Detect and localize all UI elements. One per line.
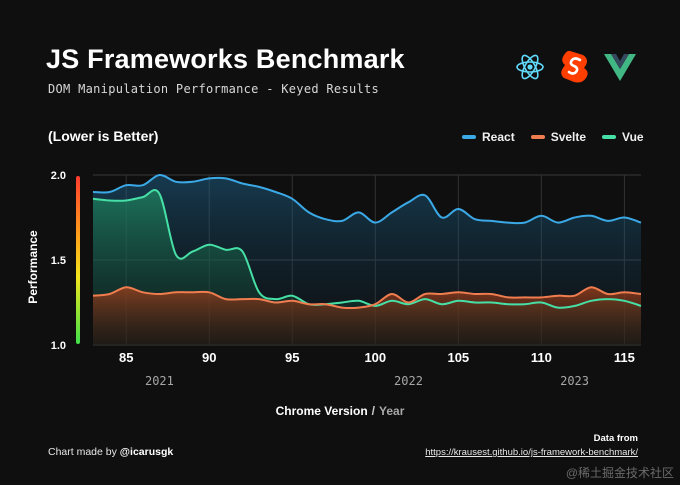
x-tick-labels: 85 90 95 100 105 110 115 [119,350,635,365]
x-tick-label: 90 [202,350,216,365]
watermark: @稀土掘金技术社区 [565,466,674,480]
line-react [92,173,642,225]
series-areas [93,174,641,345]
react-icon [516,54,544,80]
x-axis-label-secondary: Year [379,404,405,418]
x-tick-label: 100 [364,350,386,365]
line-vue [92,189,642,309]
credit-line: Chart made by @icarusgk [48,446,173,458]
x-tick-label: 110 [531,350,552,365]
vue-icon [604,54,636,81]
area-svelte [93,287,641,345]
x-tick-label: 115 [614,350,635,365]
legend-item-react: React [462,130,515,144]
performance-scale-bar [76,176,80,344]
y-tick-label: 1.5 [51,255,66,267]
y-tick-label: 1.0 [51,340,66,352]
x-tick-label: 85 [119,350,133,365]
y-tick-label: 2.0 [51,170,66,182]
source-link[interactable]: https://krausest.github.io/js-framework-… [425,447,638,458]
x-tick-label: 105 [447,350,469,365]
credit-handle: @icarusgk [119,446,174,458]
legend-swatch-svelte [530,135,545,139]
legend-label-svelte: Svelte [550,130,587,144]
x-axis-label: Chrome Version / Year [0,404,680,418]
chart-title: JS Frameworks Benchmark [46,44,405,74]
y-tick-labels: 1.0 1.5 2.0 [51,170,66,352]
credit-prefix: Chart made by [48,446,117,458]
line-svelte [92,286,642,310]
chart-subtitle: DOM Manipulation Performance - Keyed Res… [48,82,380,96]
source-title: Data from [593,433,638,444]
framework-logos [516,50,636,83]
lower-is-better-note: (Lower is Better) [48,128,159,144]
x-tick-label: 95 [285,350,299,365]
legend-item-vue: Vue [602,130,644,144]
year-label: 2021 [145,374,174,388]
chart-legend: React Svelte Vue [462,130,644,144]
year-labels: 2021 2022 2023 [145,374,589,388]
series-lines [92,173,642,310]
svelte-icon [561,50,588,83]
legend-label-react: React [482,130,515,144]
legend-label-vue: Vue [622,130,644,144]
year-label: 2023 [560,374,589,388]
legend-item-svelte: Svelte [530,130,587,144]
legend-swatch-vue [602,135,617,139]
x-axis-label-main: Chrome Version [275,404,368,418]
legend-swatch-react [462,135,476,139]
x-axis-label-separator: / [371,404,375,418]
year-label: 2022 [394,374,423,388]
